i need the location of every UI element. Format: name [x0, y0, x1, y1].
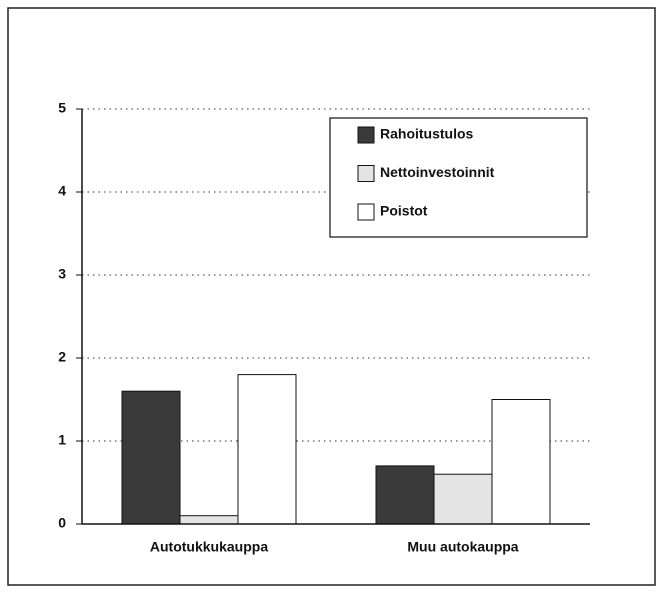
legend-swatch: [357, 165, 375, 182]
bar: [491, 399, 551, 525]
x-tick-label: Autotukkukauppa: [150, 539, 268, 555]
legend-swatch: [357, 203, 375, 221]
bar: [375, 465, 435, 525]
y-tick-label: 1: [58, 432, 66, 448]
y-tick-label: 2: [58, 349, 66, 365]
x-tick-label: Muu autokauppa: [407, 539, 518, 555]
bar: [179, 515, 239, 525]
y-tick-label: 5: [58, 100, 66, 116]
frame: [7, 7, 656, 586]
bar: [433, 473, 493, 525]
y-tick-label: 0: [58, 515, 66, 531]
y-tick-label: 4: [58, 183, 66, 199]
bar: [121, 390, 181, 525]
legend-swatch: [357, 126, 375, 144]
legend-label: Poistot: [380, 203, 428, 219]
y-tick-label: 3: [58, 266, 66, 282]
legend-label: Nettoinvestoinnit: [380, 164, 495, 180]
bar: [237, 374, 297, 525]
legend-label: Rahoitustulos: [380, 126, 474, 142]
